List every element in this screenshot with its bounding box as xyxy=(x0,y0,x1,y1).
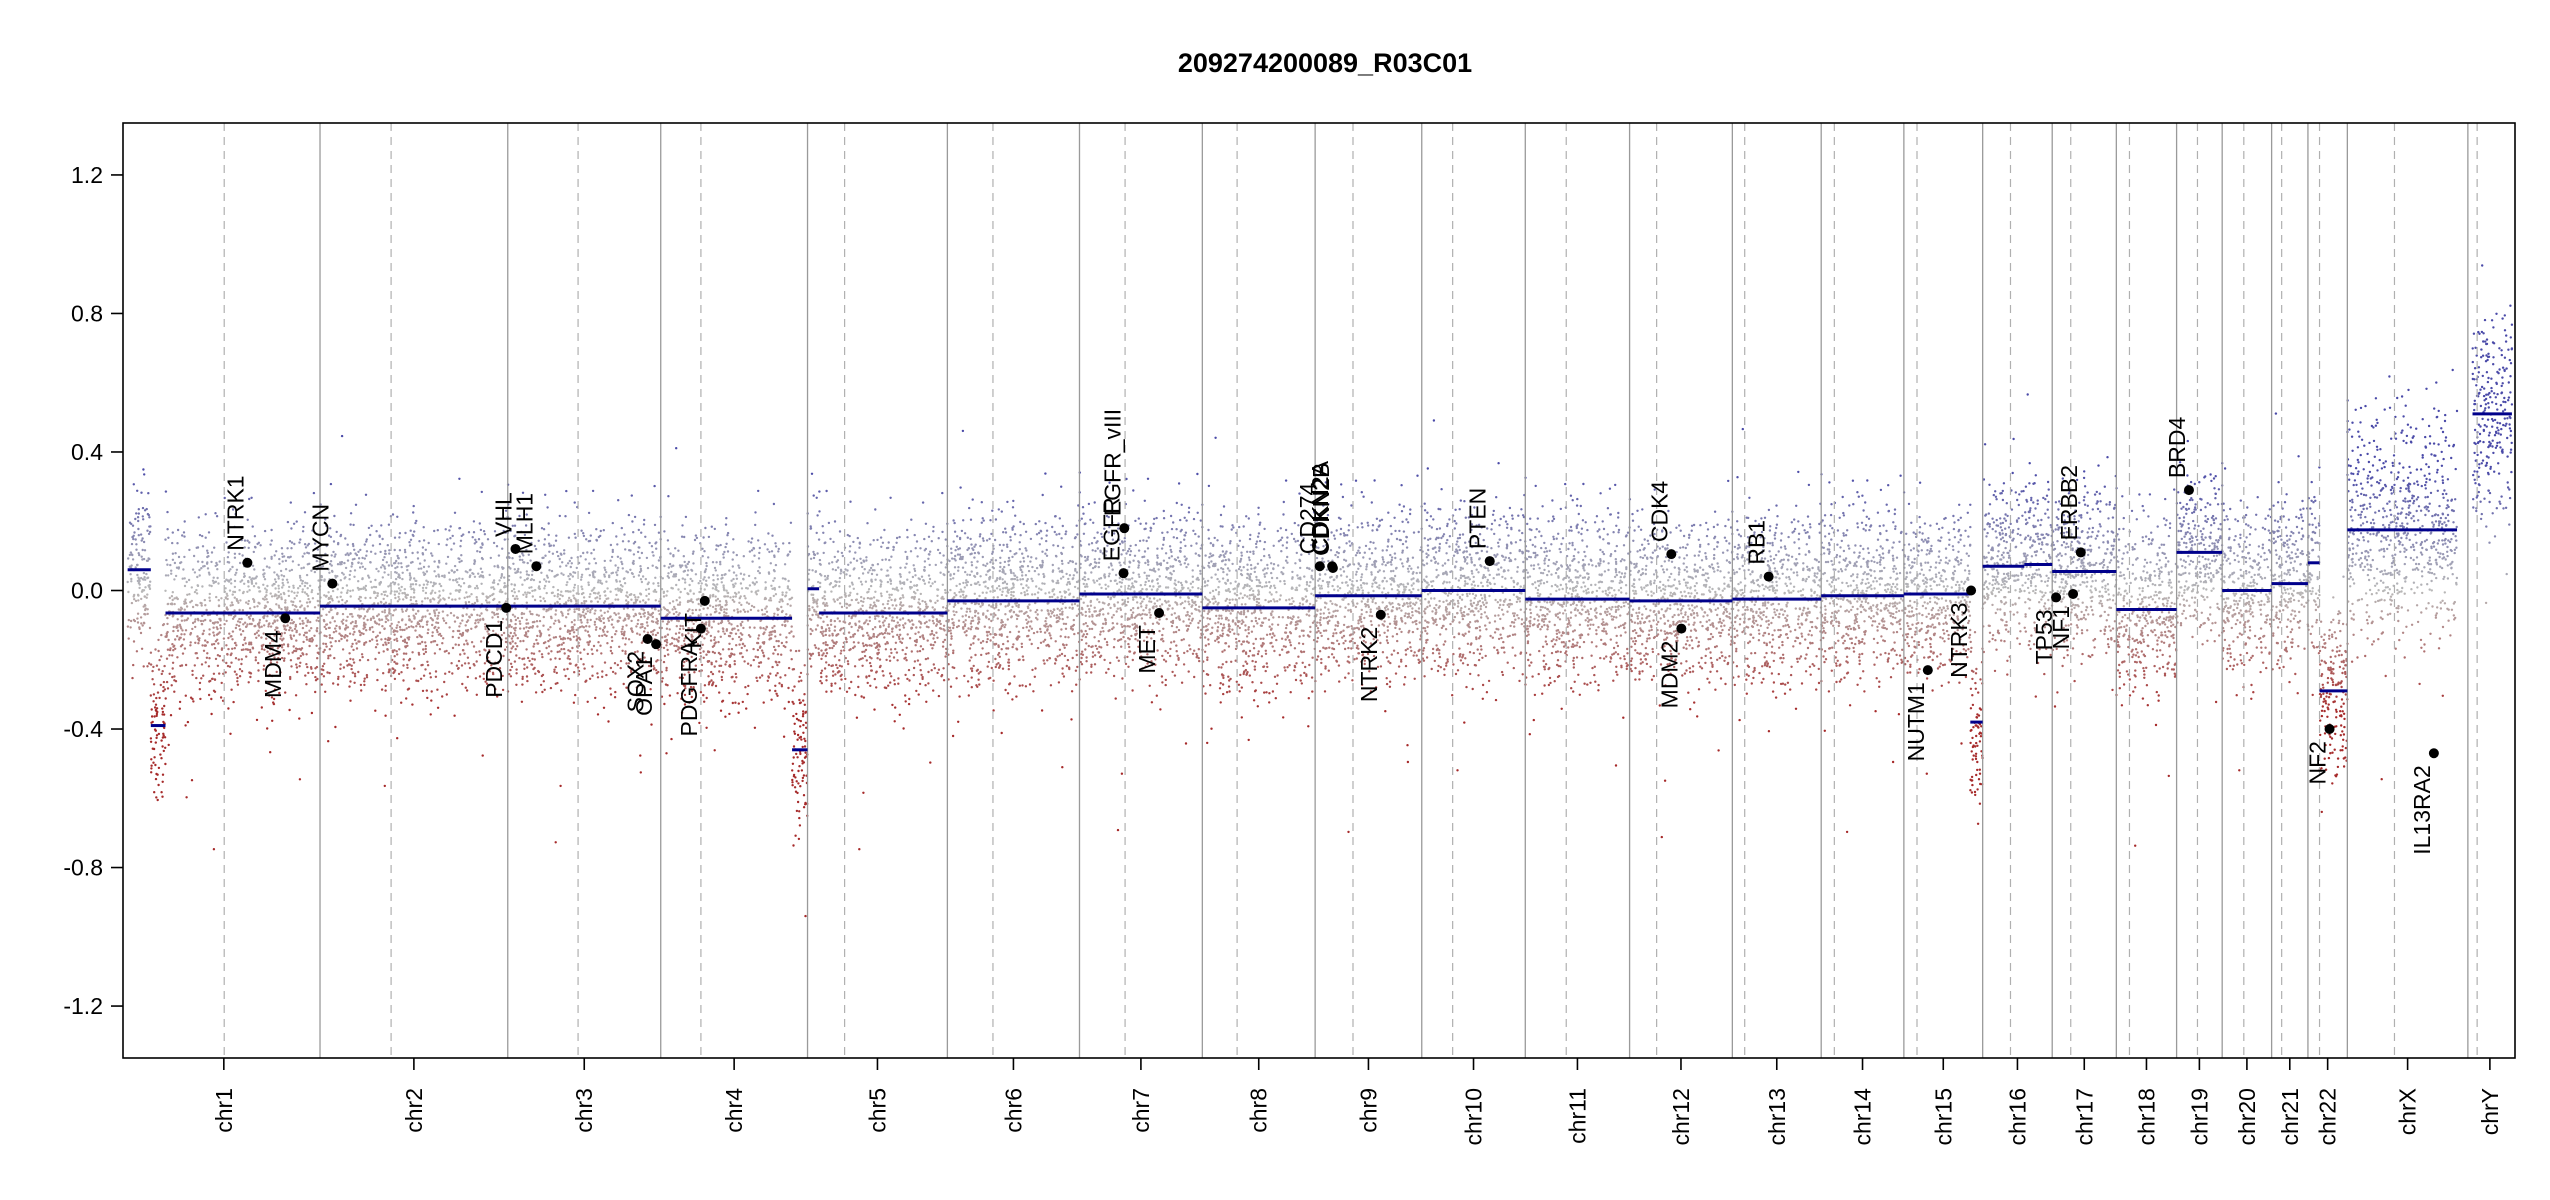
gene-label: NUTM1 xyxy=(1903,682,1929,761)
x-tick-label: chr8 xyxy=(1246,1088,1272,1133)
gene-point xyxy=(2051,592,2062,603)
gene-point xyxy=(2075,547,2086,558)
gene-label: MYCN xyxy=(307,504,333,572)
x-tick-label: chr9 xyxy=(1355,1088,1381,1133)
x-tick-label: chr5 xyxy=(864,1088,890,1133)
gene-label: NF2 xyxy=(2305,741,2331,784)
gene-point xyxy=(1119,523,1130,534)
plot-frame xyxy=(122,122,2516,1059)
gene-label: NTRK3 xyxy=(1946,603,1972,678)
gene-point xyxy=(1763,571,1774,582)
x-tick-label: chr22 xyxy=(2315,1088,2341,1146)
x-tick-label: chrY xyxy=(2477,1088,2503,1135)
gene-point xyxy=(1922,665,1933,676)
gene-label: MDM4 xyxy=(260,630,286,698)
y-tick-label: -1.2 xyxy=(63,993,103,1019)
gene-label: PDCD1 xyxy=(481,620,507,698)
gene-point xyxy=(1154,608,1165,619)
gene-label: KIT xyxy=(680,613,706,649)
gene-label: RB1 xyxy=(1744,520,1770,565)
gene-point xyxy=(2068,588,2079,599)
x-tick-label: chr7 xyxy=(1128,1088,1154,1133)
gene-point xyxy=(1484,556,1495,567)
gene-label: PDGFRA xyxy=(676,640,702,737)
y-tick-label: 0.8 xyxy=(71,300,103,326)
x-tick-label: chr3 xyxy=(571,1088,597,1133)
y-tick-label: 0.0 xyxy=(71,578,103,604)
chart-title: 209274200089_R03C01 xyxy=(1178,48,1472,78)
gene-point xyxy=(651,639,662,650)
gene-label: MDM2 xyxy=(1656,641,1682,709)
gene-label: MET xyxy=(1134,625,1160,674)
probe-points xyxy=(126,264,2514,918)
gene-point xyxy=(2183,485,2194,496)
gene-label: NTRK1 xyxy=(222,475,248,550)
x-tick-label: chr10 xyxy=(1461,1088,1487,1146)
gene-label: ERBB2 xyxy=(2056,465,2082,540)
x-tick-label: chr20 xyxy=(2234,1088,2260,1146)
y-axis: -1.2 -0.8 -0.4 0.0 0.4 0.8 1.2 xyxy=(63,162,123,1019)
gene-label: IL13RA2 xyxy=(2409,765,2435,855)
x-tick-label: chr4 xyxy=(721,1088,747,1133)
gene-point xyxy=(642,633,653,644)
gene-label: OPA1 xyxy=(631,656,657,716)
gene-point xyxy=(1666,549,1677,560)
x-tick-label: chr14 xyxy=(1850,1088,1876,1146)
x-tick-label: chr1 xyxy=(211,1088,237,1133)
gene-point xyxy=(2428,748,2439,759)
x-tick-label: chr13 xyxy=(1764,1088,1790,1146)
gene-label: SOX2 xyxy=(623,651,649,712)
x-tick-label: chr2 xyxy=(401,1088,427,1133)
gene-point xyxy=(1676,623,1687,634)
gene-point xyxy=(280,613,291,624)
x-tick-label: chr12 xyxy=(1668,1088,1694,1146)
y-tick-label: -0.8 xyxy=(63,855,103,881)
gene-point xyxy=(1375,609,1386,620)
gene-point xyxy=(1314,561,1325,572)
gene-label: TP53 xyxy=(2031,609,2057,664)
x-tick-label: chr11 xyxy=(1564,1088,1590,1144)
gene-point xyxy=(531,561,542,572)
gene-label: CD274 xyxy=(1295,482,1321,554)
gene-label: MLH1 xyxy=(511,493,537,554)
y-tick-label: -0.4 xyxy=(63,716,103,742)
x-tick-label: chr19 xyxy=(2186,1088,2212,1146)
x-tick-label: chr6 xyxy=(1000,1088,1026,1133)
gene-point xyxy=(510,543,521,554)
gene-label: EGFR_vIII xyxy=(1099,409,1125,516)
x-tick-label: chr15 xyxy=(1930,1088,1956,1146)
x-tick-label: chr17 xyxy=(2071,1088,2097,1146)
gene-point xyxy=(1966,585,1977,596)
gene-label: PTEN xyxy=(1465,488,1491,549)
gene-label: NF1 xyxy=(2048,606,2074,649)
x-tick-label: chr16 xyxy=(2004,1088,2030,1146)
y-tick-label: 1.2 xyxy=(71,162,103,188)
x-axis: chr1 chr2 chr3 chr4 chr5 chr6 chr7 chr8 chr9 chr1… xyxy=(211,1058,2503,1146)
y-tick-label: 0.4 xyxy=(71,439,103,465)
gene-label: CDK4 xyxy=(1646,481,1672,543)
gene-label: CDKN2A xyxy=(1307,460,1333,554)
gene-label: CDKN2B xyxy=(1308,463,1334,556)
gene-label: VHL xyxy=(490,492,516,537)
chromosome-grid xyxy=(223,123,2478,1058)
gene-point xyxy=(699,595,710,606)
gene-point xyxy=(1118,568,1129,579)
segments xyxy=(127,412,2512,752)
gene-point xyxy=(501,602,512,613)
x-tick-label: chr18 xyxy=(2133,1088,2159,1146)
gene-point xyxy=(242,557,253,568)
gene-point xyxy=(327,578,338,589)
gene-point xyxy=(695,623,706,634)
gene-label: BRD4 xyxy=(2164,417,2190,479)
x-tick-label: chr21 xyxy=(2277,1088,2303,1146)
x-tick-label: chrX xyxy=(2395,1088,2421,1135)
gene-point xyxy=(2324,724,2335,735)
gene-label: NTRK2 xyxy=(1356,627,1382,702)
gene-point xyxy=(1327,562,1338,573)
